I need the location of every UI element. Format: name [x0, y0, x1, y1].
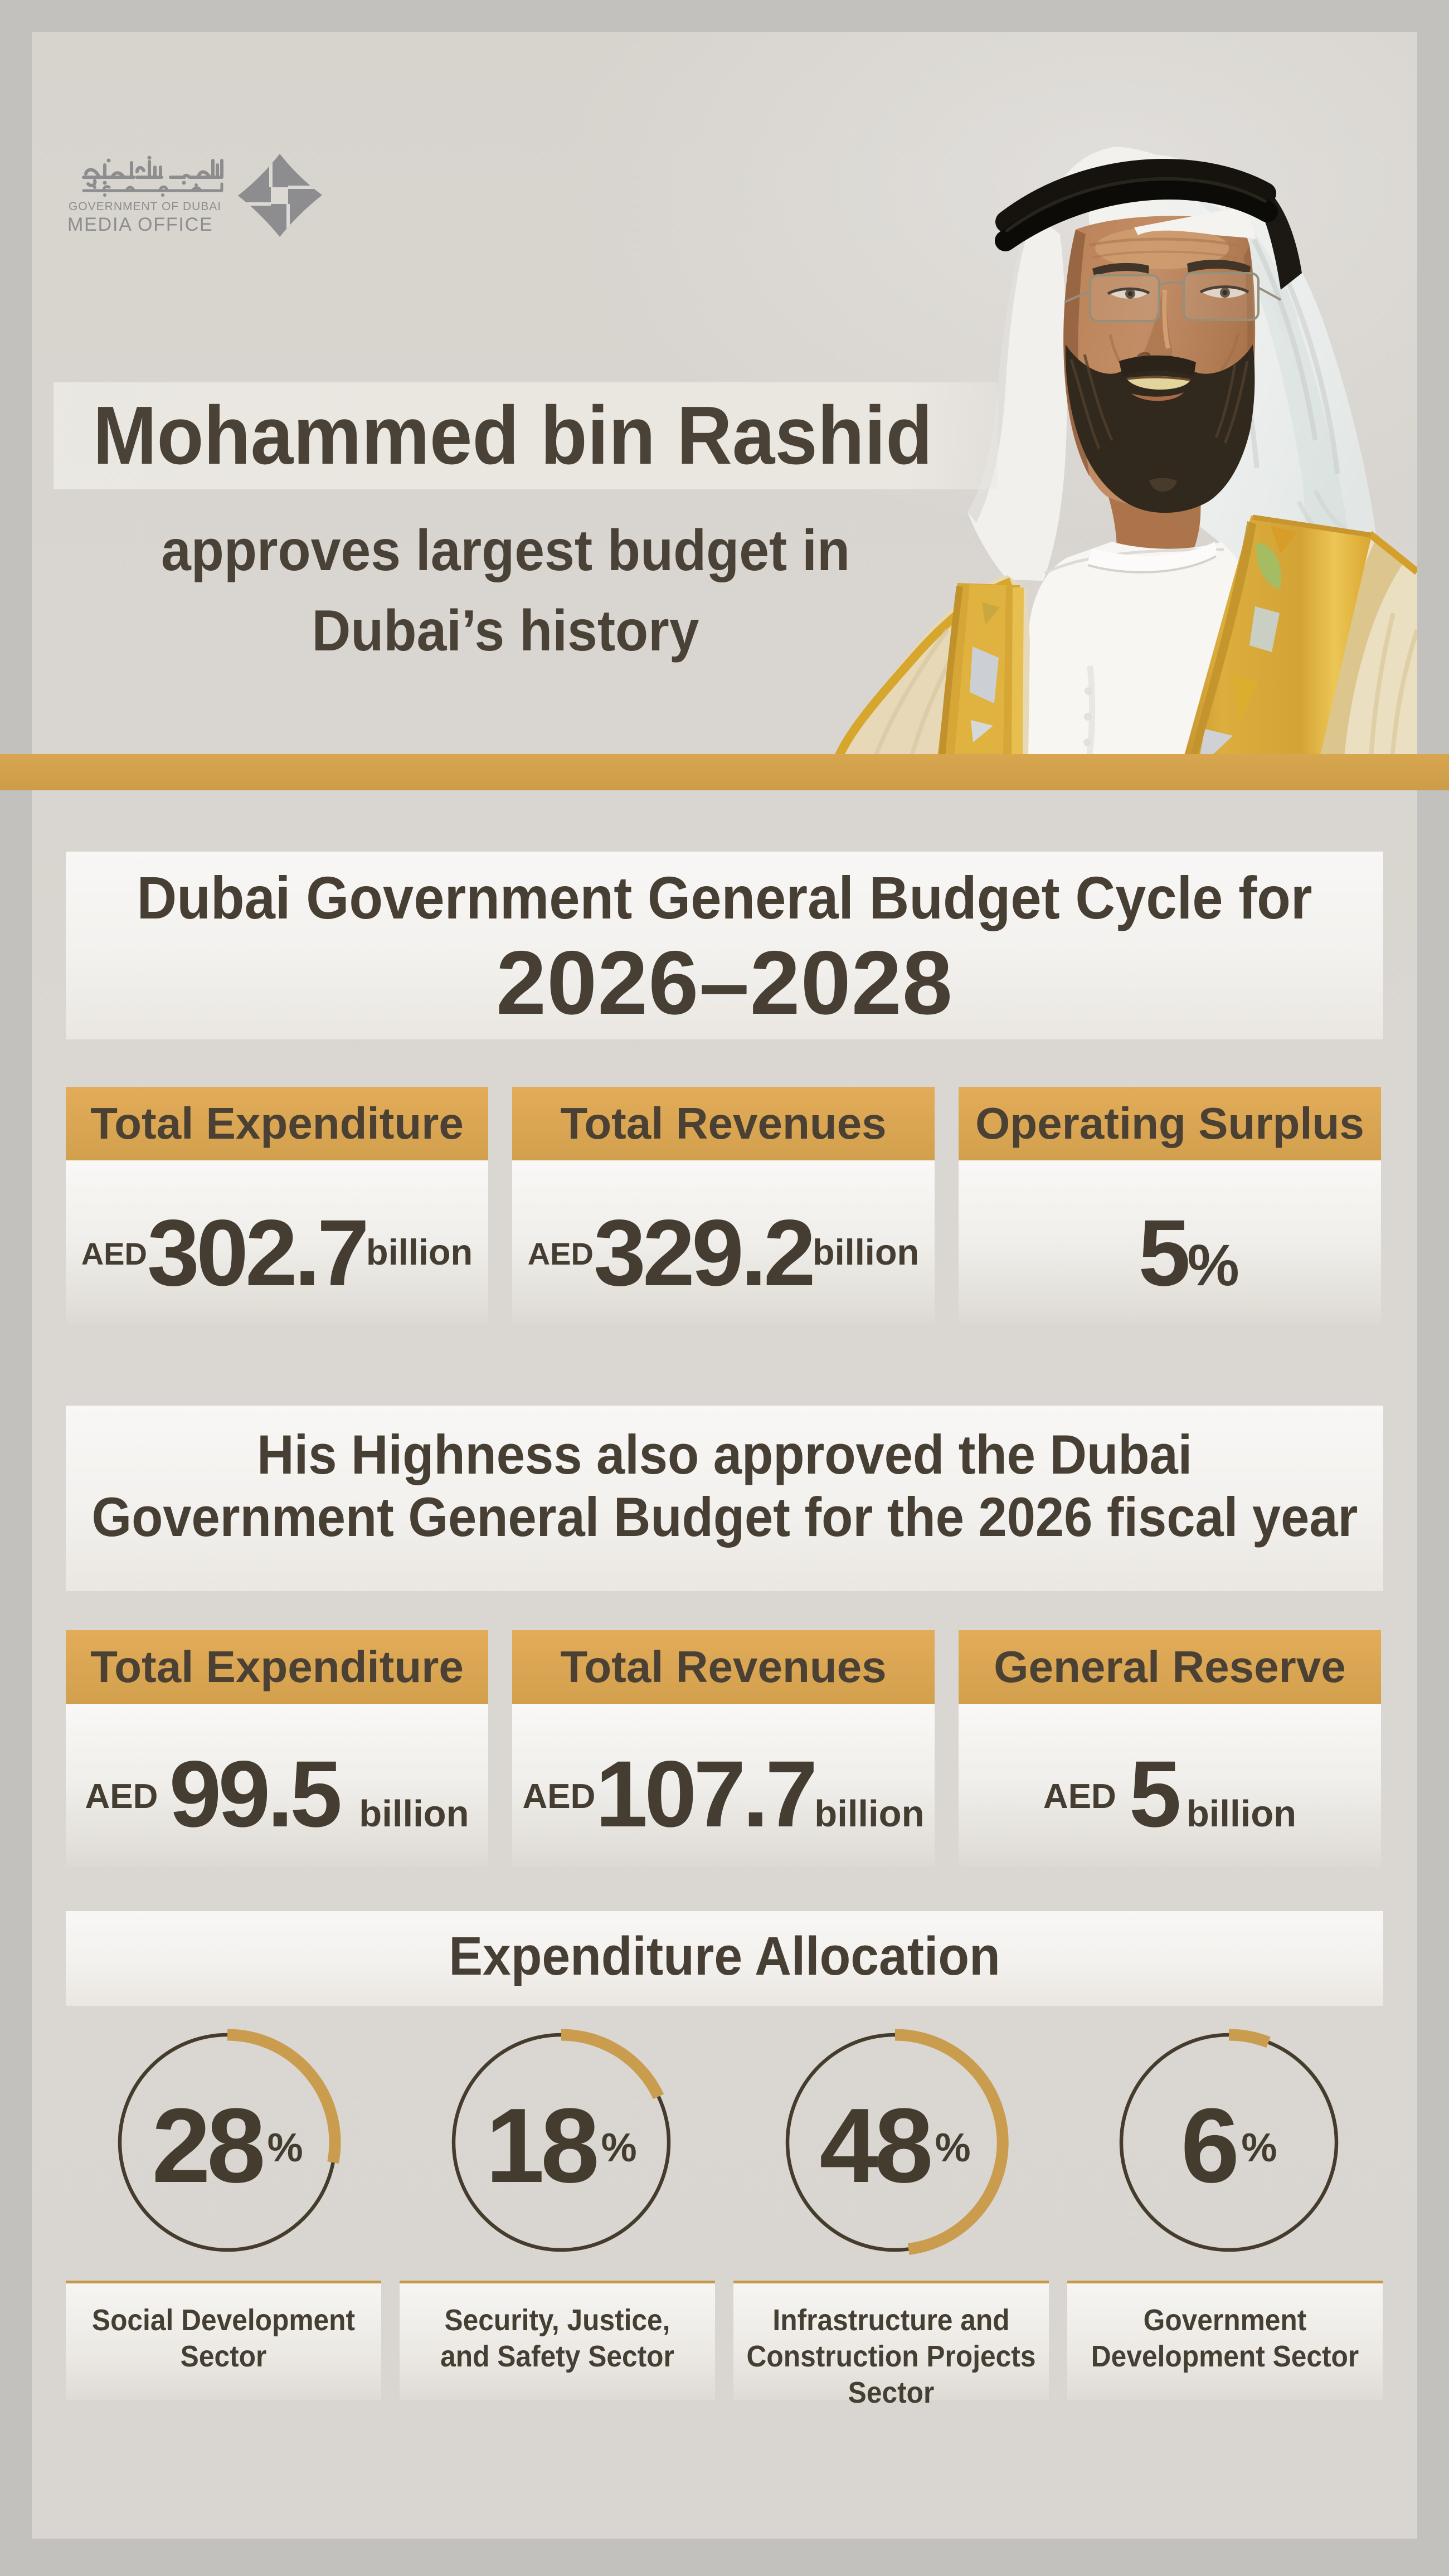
svg-text:GOVERNMENT OF DUBAI: GOVERNMENT OF DUBAI [69, 200, 221, 213]
svg-text:MEDIA OFFICE: MEDIA OFFICE [67, 214, 213, 235]
